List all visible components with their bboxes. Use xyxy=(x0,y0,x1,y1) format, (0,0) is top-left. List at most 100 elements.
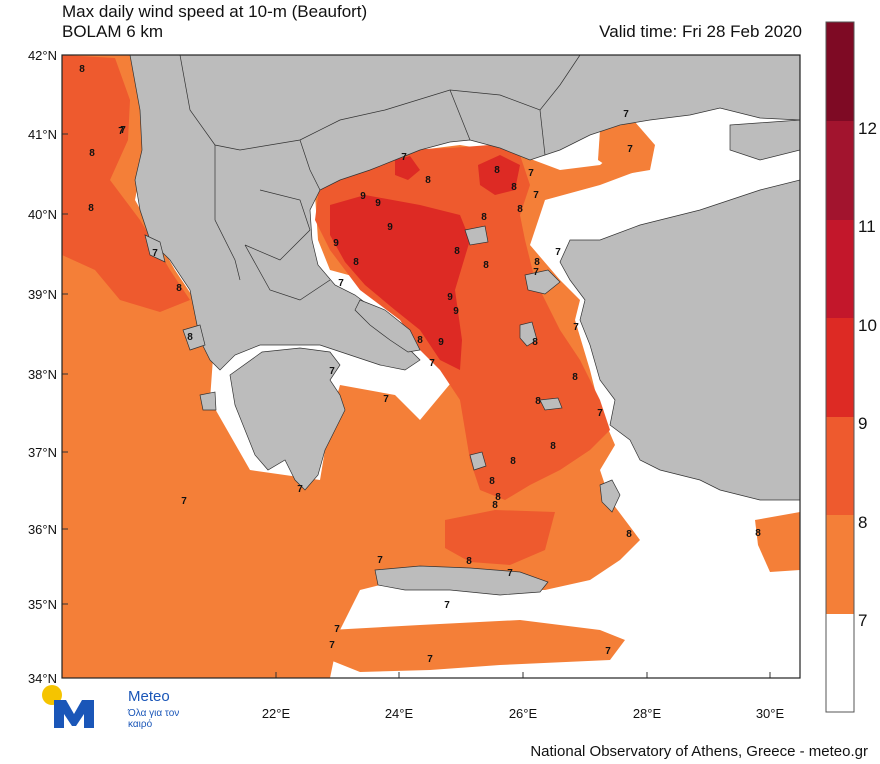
contour-value-label: 8 xyxy=(532,337,538,348)
contour-value-label: 8 xyxy=(481,212,487,223)
contour-value-label: 8 xyxy=(494,165,500,176)
crete-land xyxy=(374,565,549,596)
naxos-land xyxy=(469,451,487,471)
contour-value-label: 7 xyxy=(334,624,340,635)
contour-value-label: 7 xyxy=(533,267,539,278)
latitude-axis: 42°N 41°N 40°N 39°N 38°N 37°N 36°N 35°N … xyxy=(28,48,57,686)
contour-value-label: 8 xyxy=(483,260,489,271)
colorbar-segment xyxy=(826,417,854,515)
colorbar-segment xyxy=(826,121,854,220)
lat-tick: 42°N xyxy=(28,48,57,63)
colorbar-label: 7 xyxy=(858,611,867,630)
contour-value-label: 8 xyxy=(89,148,95,159)
contour-value-label: 9 xyxy=(453,306,459,317)
lat-tick: 35°N xyxy=(28,597,57,612)
colorbar-frame xyxy=(825,21,855,713)
kefalonia-land xyxy=(182,324,206,351)
colorbar-label: 9 xyxy=(858,414,867,433)
contour-value-label: 8 xyxy=(353,257,359,268)
contour-value-label: 8 xyxy=(517,204,523,215)
bft9-chalkidiki xyxy=(395,156,420,180)
peloponnese-land xyxy=(229,347,346,491)
contour-value-label: 8 xyxy=(454,246,460,257)
contour-value-label: 9 xyxy=(375,198,381,209)
contour-value-label: 7 xyxy=(507,568,513,579)
land-masses xyxy=(129,55,800,596)
contour-value-label: 7 xyxy=(401,152,407,163)
lon-tick: 22°E xyxy=(262,706,291,721)
contour-value-label: 8 xyxy=(511,182,517,193)
contour-value-label: 7 xyxy=(297,484,303,495)
contour-value-label: 9 xyxy=(360,191,366,202)
lat-tick: 37°N xyxy=(28,445,57,460)
colorbar-segment xyxy=(826,22,854,121)
contour-value-label: 7 xyxy=(120,125,126,136)
map-frame xyxy=(61,54,801,679)
colorbar-label: 8 xyxy=(858,513,867,532)
colorbar-segment xyxy=(826,318,854,417)
contour-value-label: 8 xyxy=(425,175,431,186)
chios-land xyxy=(519,321,538,347)
contour-value-label: 8 xyxy=(492,500,498,511)
lon-tick: 28°E xyxy=(633,706,662,721)
contour-value-label: 7 xyxy=(383,394,389,405)
contour-value-label: 7 xyxy=(623,109,629,120)
longitude-axis: 22°E 24°E 26°E 28°E 30°E xyxy=(262,706,785,721)
contour-value-label: 8 xyxy=(88,203,94,214)
footer-credit: National Observatory of Athens, Greece -… xyxy=(530,743,868,760)
lon-tick: 24°E xyxy=(385,706,414,721)
frame-ticks xyxy=(62,133,771,678)
colorbar-label: 11 xyxy=(858,217,876,236)
borders xyxy=(179,55,581,301)
lon-tick: 30°E xyxy=(756,706,785,721)
lat-tick: 36°N xyxy=(28,522,57,537)
lesvos-land xyxy=(524,269,561,295)
lat-tick: 38°N xyxy=(28,367,57,382)
map-plot-area: 878 788 9988998889987878777888878878888777… xyxy=(62,55,800,678)
contour-value-label: 8 xyxy=(176,283,182,294)
colorbar-segment xyxy=(826,220,854,318)
euboea-land xyxy=(354,299,421,353)
contour-value-label: 7 xyxy=(605,646,611,657)
contour-value-label: 9 xyxy=(333,238,339,249)
logo-name: Meteo xyxy=(128,688,170,705)
balkans-land xyxy=(129,55,800,371)
colorbar-segment xyxy=(826,515,854,614)
contour-value-label: 8 xyxy=(495,492,501,503)
contour-value-label: 9 xyxy=(438,337,444,348)
contour-value-label: 7 xyxy=(181,496,187,507)
colorbar-label: 10 xyxy=(858,316,877,335)
contour-value-label: 7 xyxy=(338,278,344,289)
contour-value-label: 7 xyxy=(152,248,158,259)
contour-value-label: 8 xyxy=(489,476,495,487)
corfu-land xyxy=(144,234,166,263)
bft9-thasos xyxy=(478,155,520,195)
meteo-logo-icon xyxy=(42,685,94,728)
samos-land xyxy=(539,397,563,411)
bft7-marmara-patch xyxy=(598,122,655,175)
bft8-ionian xyxy=(62,55,190,312)
rhodes-land xyxy=(599,479,621,513)
contour-value-label: 8 xyxy=(510,456,516,467)
contour-value-label: 9 xyxy=(447,292,453,303)
contour-value-label: 8 xyxy=(187,332,193,343)
contour-value-label: 7 xyxy=(118,126,124,137)
lat-tick: 41°N xyxy=(28,127,57,142)
colorbar: 7 8 9 10 11 12 xyxy=(825,21,877,713)
colorbar-segment xyxy=(826,614,854,712)
contour-value-label: 7 xyxy=(377,555,383,566)
contour-value-label: 8 xyxy=(534,257,540,268)
contour-value-label: 7 xyxy=(573,322,579,333)
contour-value-label: 7 xyxy=(555,247,561,258)
contour-value-label: 7 xyxy=(329,366,335,377)
anatolia-land xyxy=(559,179,800,501)
meteo-logo[interactable]: Meteo Όλα για τον καιρό xyxy=(40,684,190,734)
contour-value-label: 8 xyxy=(535,396,541,407)
contour-value-label: 8 xyxy=(79,64,85,75)
contour-value-label: 7 xyxy=(444,600,450,611)
cyprus-edge-land xyxy=(729,119,800,161)
contour-value-label: 8 xyxy=(755,528,761,539)
contour-value-label: 8 xyxy=(626,529,632,540)
bft8-crete-sea xyxy=(445,510,555,565)
